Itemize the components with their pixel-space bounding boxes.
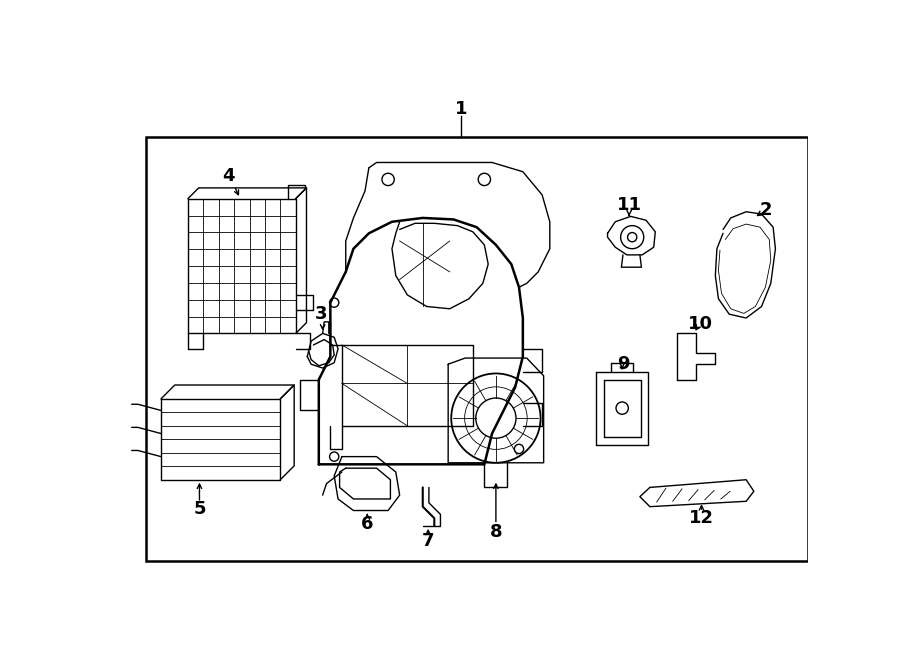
Text: 6: 6 — [361, 516, 374, 533]
Text: 11: 11 — [616, 196, 642, 214]
Bar — [146, 137, 808, 561]
Text: 4: 4 — [222, 167, 235, 184]
Text: 10: 10 — [688, 315, 713, 333]
Text: 8: 8 — [490, 523, 502, 541]
Text: 1: 1 — [455, 100, 467, 118]
Text: 9: 9 — [616, 355, 629, 373]
Text: 3: 3 — [315, 305, 328, 323]
Text: 2: 2 — [760, 201, 771, 219]
Text: 7: 7 — [422, 532, 435, 551]
Text: 12: 12 — [689, 509, 714, 527]
Text: 5: 5 — [194, 500, 206, 518]
